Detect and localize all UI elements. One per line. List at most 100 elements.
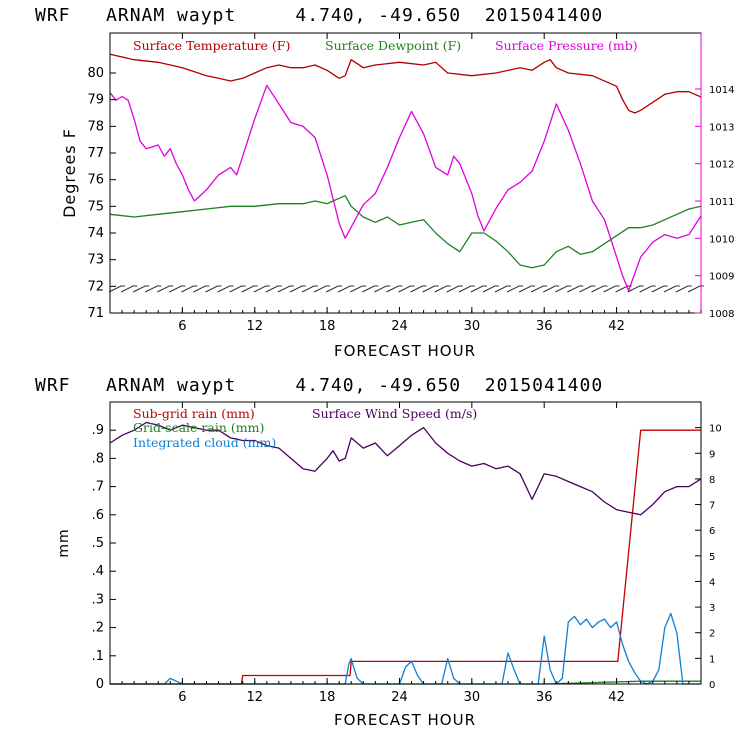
wind-barb <box>627 285 644 293</box>
legend-integrated-cloud: Integrated cloud (mm) <box>133 435 276 450</box>
top-y-axis-label: Degrees F <box>60 128 79 218</box>
wind-barb <box>374 285 391 293</box>
bottom-chart-title: WRF ARNAM waypt 4.740, -49.650 201504140… <box>35 375 603 396</box>
wind-barb <box>687 285 704 293</box>
y2-tick-label: 1010 <box>709 234 734 245</box>
x-tick-label: 6 <box>178 690 186 705</box>
x-tick-label: 12 <box>246 319 263 334</box>
y2-tick-label: 5 <box>709 552 715 563</box>
bottom-y-axis-label: mm <box>56 528 72 557</box>
y-tick-label: 75 <box>87 199 104 214</box>
wind-barb <box>313 285 331 293</box>
y-tick-label: 71 <box>87 306 104 321</box>
y2-tick-label: 1011 <box>709 197 734 208</box>
y-tick-label: 78 <box>87 119 104 134</box>
wind-barb <box>229 285 246 293</box>
wind-barb <box>241 285 258 293</box>
legend-surface-wind-speed: Surface Wind Speed (m/s) <box>312 406 477 421</box>
bottom-chart-ticks: 6 12 18 24 30 36 420.1.2.3.4.5.6.7.8.901234567… <box>92 402 722 705</box>
wind-barb <box>144 285 162 293</box>
wind-barb <box>675 285 692 293</box>
wind-barb <box>289 285 306 293</box>
x-tick-label: 42 <box>608 319 625 334</box>
y-tick-label: 74 <box>87 226 104 241</box>
wind-barb <box>446 285 463 293</box>
wind-barb <box>265 285 282 293</box>
wind-barb <box>132 285 150 293</box>
y2-tick-label: 1 <box>709 654 715 665</box>
wind-barb <box>181 285 198 293</box>
y-tick-label: 0 <box>96 677 104 692</box>
wind-barb <box>530 285 548 293</box>
y-tick-label: .2 <box>92 621 104 636</box>
top-wind-barbs <box>108 285 704 293</box>
wind-barb <box>663 285 680 293</box>
wind-barb <box>217 285 234 293</box>
y-tick-label: 80 <box>87 66 104 81</box>
y-tick-label: .6 <box>92 508 104 523</box>
wind-barb <box>325 285 343 293</box>
x-tick-label: 6 <box>178 319 186 334</box>
wind-barb <box>350 285 367 293</box>
wind-barb <box>603 285 620 293</box>
y2-tick-label: 0 <box>709 680 715 691</box>
x-tick-label: 18 <box>319 690 336 705</box>
y2-tick-label: 6 <box>709 526 715 537</box>
y2-tick-label: 9 <box>709 449 715 460</box>
legend-gridscale-rain: Grid-scale rain (mm) <box>133 420 264 435</box>
x-tick-label: 30 <box>464 319 481 334</box>
wind-barb <box>494 285 511 293</box>
legend-surface-temperature: Surface Temperature (F) <box>133 38 290 53</box>
y-tick-label: .7 <box>92 480 104 495</box>
bottom-chart-series <box>109 421 702 685</box>
wind-barb <box>337 285 355 293</box>
y-tick-label: 73 <box>87 253 104 268</box>
subgrid-rain-line <box>110 429 701 685</box>
y-tick-label: .1 <box>92 649 104 664</box>
x-tick-label: 36 <box>536 690 553 705</box>
wind-barb <box>482 285 499 293</box>
surface-pressure-line <box>109 84 702 292</box>
y2-tick-label: 1014 <box>709 85 734 96</box>
wind-barb <box>639 285 656 293</box>
wind-barb <box>555 285 572 293</box>
y2-tick-label: 2 <box>709 629 715 640</box>
y2-tick-label: 1009 <box>709 272 734 283</box>
legend-surface-dewpoint: Surface Dewpoint (F) <box>325 38 461 53</box>
wind-barb <box>120 285 138 293</box>
wind-barb <box>579 285 596 293</box>
y-tick-label: 79 <box>87 93 104 108</box>
wind-barb <box>591 285 608 293</box>
x-tick-label: 42 <box>608 690 625 705</box>
y-tick-label: .3 <box>92 592 104 607</box>
surface-temperature-line <box>109 53 702 114</box>
y-tick-label: .4 <box>92 564 104 579</box>
x-tick-label: 24 <box>391 690 408 705</box>
y-tick-label: .9 <box>92 423 104 438</box>
integrated-cloud-line <box>110 612 701 685</box>
y2-tick-label: 4 <box>709 577 715 588</box>
y2-tick-label: 3 <box>709 603 715 614</box>
wind-barb <box>362 285 379 293</box>
top-chart-title: WRF ARNAM waypt 4.740, -49.650 201504140… <box>35 5 603 26</box>
y-tick-label: .8 <box>92 451 104 466</box>
x-tick-label: 36 <box>536 319 553 334</box>
y-tick-label: 76 <box>87 173 104 188</box>
y-tick-label: 72 <box>87 279 104 294</box>
wind-barb <box>193 285 210 293</box>
y-tick-label: .5 <box>92 536 104 551</box>
legend-surface-pressure: Surface Pressure (mb) <box>495 38 638 53</box>
wind-barb <box>169 285 186 293</box>
wind-barb <box>518 285 536 293</box>
y2-tick-label: 1013 <box>709 122 734 133</box>
x-tick-label: 24 <box>391 319 408 334</box>
wind-barb <box>458 285 475 293</box>
wind-barb <box>567 285 584 293</box>
wind-barb <box>410 285 427 293</box>
x-tick-label: 18 <box>319 319 336 334</box>
x-tick-label: 30 <box>464 690 481 705</box>
wind-barb <box>543 285 560 293</box>
top-chart-ticks: 6 12 18 24 30 36 42 71 72 73 74 75 76 77 78 79 80 1008 100… <box>87 33 734 334</box>
wind-barb <box>386 285 403 293</box>
